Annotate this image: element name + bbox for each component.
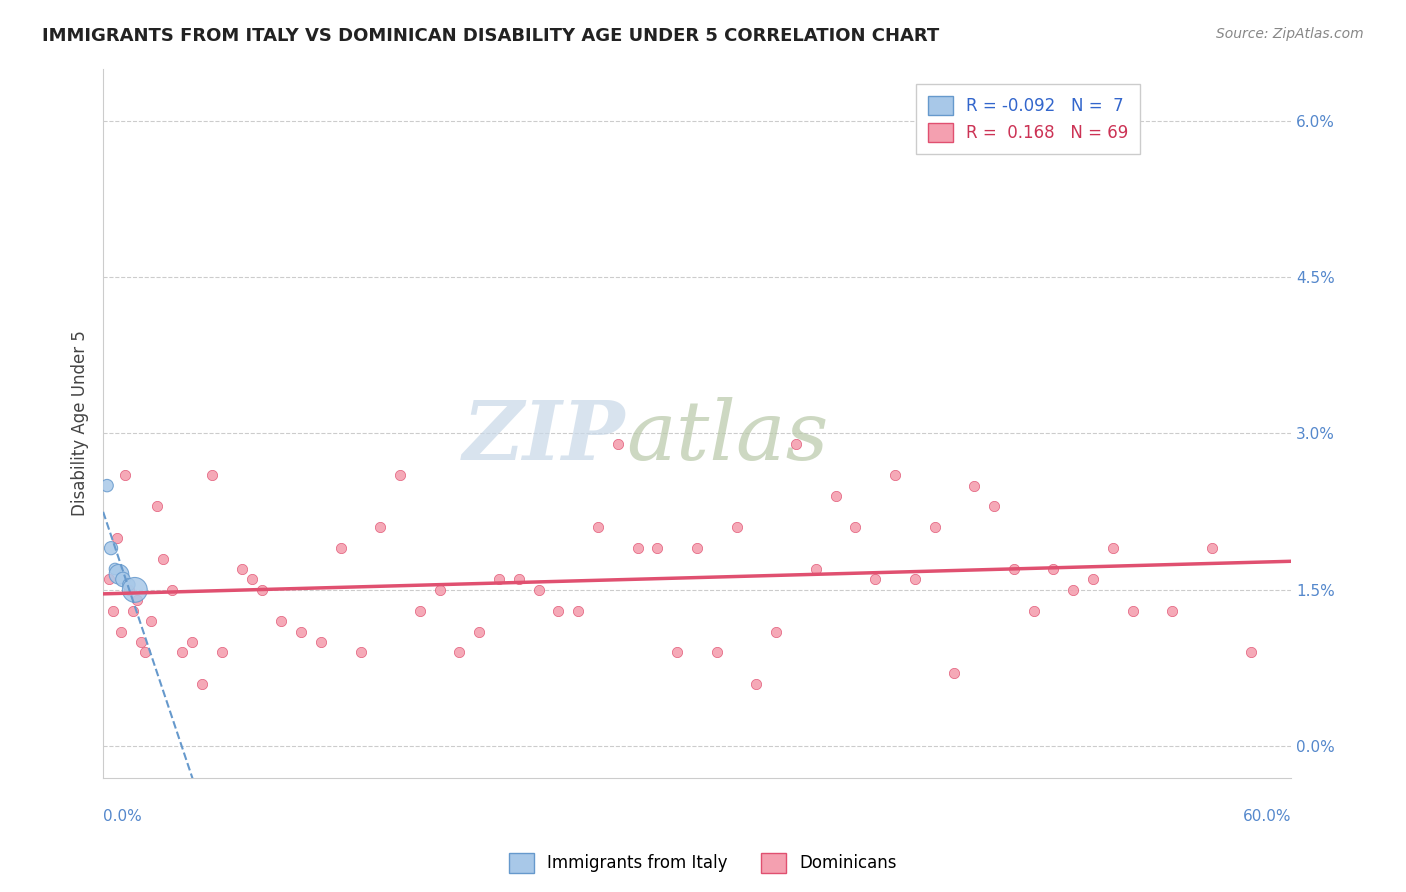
Point (1042, 562, 1064, 576)
Point (508, 573, 530, 587)
Point (124, 582, 146, 597)
Point (101, 604, 124, 618)
Point (152, 551, 174, 566)
Point (606, 437, 628, 451)
Point (231, 562, 253, 576)
Text: 60.0%: 60.0% (1243, 809, 1291, 824)
Text: atlas: atlas (626, 397, 828, 477)
Point (389, 468, 412, 483)
Text: Source: ZipAtlas.com: Source: ZipAtlas.com (1216, 27, 1364, 41)
Point (1062, 582, 1084, 597)
Point (129, 635, 152, 649)
Point (240, 573, 263, 587)
Point (139, 614, 162, 628)
Point (865, 573, 887, 587)
Point (118, 582, 141, 597)
Point (884, 468, 907, 483)
Point (924, 520, 946, 534)
Point (983, 500, 1005, 514)
Point (145, 500, 167, 514)
Point (329, 541, 352, 556)
Point (1201, 541, 1223, 556)
Point (686, 541, 709, 556)
Point (105, 531, 128, 545)
Point (250, 582, 273, 597)
Point (121, 604, 143, 618)
Point (118, 577, 141, 591)
Point (745, 677, 768, 691)
Point (844, 520, 866, 534)
Point (134, 645, 156, 659)
Point (114, 468, 136, 483)
Point (108, 567, 131, 582)
Point (785, 437, 807, 451)
Point (586, 520, 609, 534)
Point (290, 624, 312, 639)
Point (963, 478, 986, 492)
Point (100, 541, 122, 556)
Legend: R = -0.092   N =  7, R =  0.168   N = 69: R = -0.092 N = 7, R = 0.168 N = 69 (917, 84, 1140, 154)
Point (943, 666, 966, 681)
Point (449, 645, 471, 659)
Point (527, 582, 550, 597)
Legend: Immigrants from Italy, Dominicans: Immigrants from Italy, Dominicans (502, 847, 904, 880)
Point (191, 677, 214, 691)
Point (904, 573, 927, 587)
Text: IMMIGRANTS FROM ITALY VS DOMINICAN DISABILITY AGE UNDER 5 CORRELATION CHART: IMMIGRANTS FROM ITALY VS DOMINICAN DISAB… (42, 27, 939, 45)
Text: 0.0%: 0.0% (103, 809, 142, 824)
Point (181, 635, 204, 649)
Point (765, 624, 787, 639)
Point (110, 624, 132, 639)
Y-axis label: Disability Age Under 5: Disability Age Under 5 (72, 330, 89, 516)
Point (162, 582, 184, 597)
Point (111, 573, 134, 587)
Point (1002, 562, 1025, 576)
Point (98, 573, 121, 587)
Point (824, 489, 846, 503)
Point (706, 645, 728, 659)
Point (368, 520, 391, 534)
Text: ZIP: ZIP (463, 397, 626, 477)
Point (567, 604, 589, 618)
Point (725, 520, 748, 534)
Point (1081, 573, 1104, 587)
Point (1240, 645, 1263, 659)
Point (409, 604, 432, 618)
Point (1022, 604, 1045, 618)
Point (1101, 541, 1123, 556)
Point (172, 645, 194, 659)
Point (547, 604, 569, 618)
Point (429, 582, 451, 597)
Point (647, 541, 669, 556)
Point (211, 645, 233, 659)
Point (96, 478, 118, 492)
Point (270, 614, 292, 628)
Point (804, 562, 827, 576)
Point (104, 562, 127, 576)
Point (468, 624, 491, 639)
Point (1161, 604, 1184, 618)
Point (627, 541, 650, 556)
Point (201, 468, 224, 483)
Point (666, 645, 689, 659)
Point (125, 593, 148, 607)
Point (349, 645, 371, 659)
Point (309, 635, 332, 649)
Point (1122, 604, 1144, 618)
Point (488, 573, 510, 587)
